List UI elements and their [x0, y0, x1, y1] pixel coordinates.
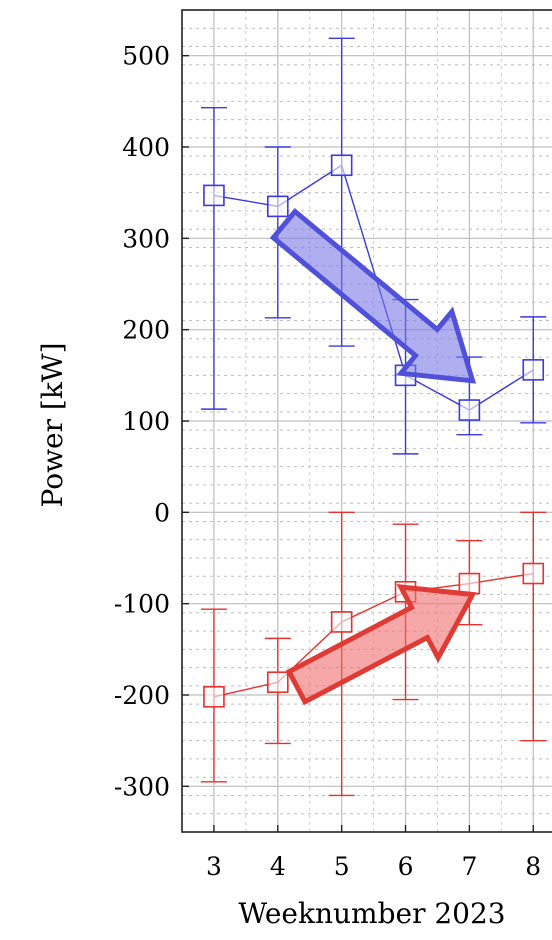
data-point-marker	[458, 572, 481, 595]
data-point-marker	[458, 399, 481, 421]
axis-ticks	[182, 54, 534, 832]
series-1	[200, 37, 547, 455]
y-axis-label: Power [kW]	[36, 343, 69, 508]
trend-arrows	[269, 207, 477, 706]
x-tick-label: 5	[334, 852, 350, 881]
y-tick-label: -300	[114, 772, 170, 801]
grid	[181, 9, 552, 833]
data-point-marker	[522, 562, 545, 585]
data-point-marker	[266, 671, 289, 694]
x-tick-label: 8	[525, 852, 541, 881]
x-tick-label: 6	[398, 852, 414, 881]
upward-trend-arrow	[285, 584, 477, 706]
y-tick-label: -200	[114, 681, 170, 710]
data-point-marker	[330, 611, 353, 633]
x-axis-label: Weeknumber 2023	[238, 897, 505, 930]
data-point-marker	[203, 184, 225, 207]
x-tick-label: 4	[270, 852, 286, 881]
data-point-marker	[203, 686, 225, 708]
y-tick-label: -100	[114, 590, 170, 619]
y-tick-label: 500	[122, 42, 170, 71]
y-tick-label: 400	[122, 133, 170, 162]
tick-labels: 500 400 300 200 100 0 -100 -200 -300 3 4 5 6 7 8	[114, 42, 541, 881]
x-tick-label: 3	[206, 852, 222, 881]
y-tick-label: 100	[122, 407, 170, 436]
data-point-marker	[330, 154, 353, 177]
y-tick-label: 200	[122, 316, 170, 345]
y-tick-label: 0	[154, 498, 170, 527]
data-point-marker	[266, 195, 289, 218]
x-tick-label: 7	[461, 852, 477, 881]
data-point-marker	[522, 359, 545, 381]
y-tick-label: 300	[122, 224, 170, 253]
downward-trend-arrow	[269, 207, 477, 384]
